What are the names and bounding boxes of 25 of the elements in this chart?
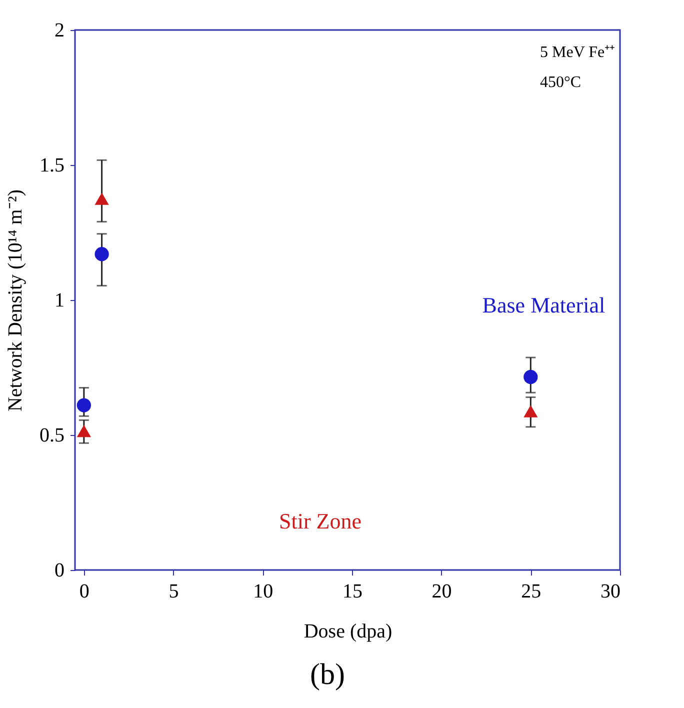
- y-tick-label: 1.5: [40, 154, 64, 176]
- x-tick-label: 25: [521, 580, 542, 602]
- y-tick-label: 0: [54, 560, 64, 582]
- x-tick-label: 10: [253, 580, 274, 602]
- point: [76, 398, 92, 412]
- point: [76, 424, 92, 438]
- x-tick-label: 20: [432, 580, 452, 602]
- x-tick-label: 15: [342, 580, 362, 602]
- x-tick-label: 0: [79, 580, 90, 602]
- x-axis-title: Dose (dpa): [304, 620, 392, 642]
- annotation: 5 MeV Fe⁺⁺: [540, 44, 615, 61]
- text: Base Material: [482, 292, 606, 318]
- y-tick-label: 2: [54, 20, 64, 42]
- x-tick-label: 30: [600, 580, 620, 602]
- point: [524, 370, 538, 384]
- y-tick-label: 1: [54, 290, 64, 312]
- point: [94, 247, 109, 262]
- text: Stir Zone: [279, 508, 362, 534]
- y-axis-title: Network Density (10¹⁴ m⁻²): [4, 189, 26, 412]
- x-tick-label: 5: [168, 580, 179, 602]
- y-tick-label: 0.5: [40, 424, 64, 446]
- point: [94, 192, 109, 205]
- point: [524, 405, 538, 418]
- annotation: 450°C: [540, 74, 582, 91]
- text: (b): [310, 658, 345, 691]
